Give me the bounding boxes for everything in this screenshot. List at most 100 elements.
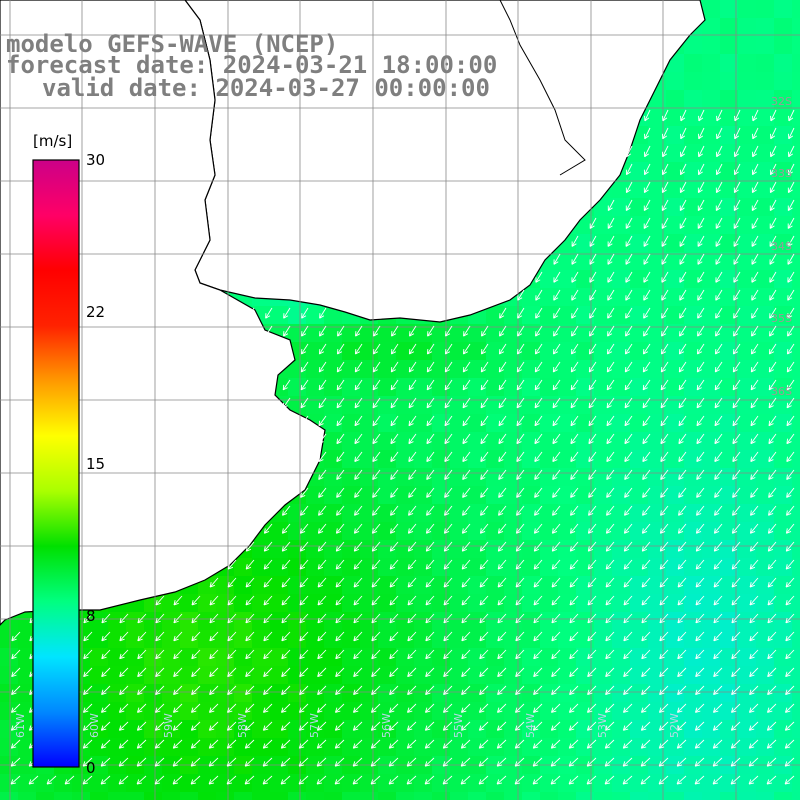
wind-arrow [532, 739, 543, 749]
wind-arrow [515, 523, 525, 534]
wind-arrow [425, 703, 435, 713]
wind-cell [756, 684, 775, 703]
wind-arrow [533, 559, 543, 570]
wind-cell [684, 774, 703, 793]
wind-cell [774, 378, 793, 397]
wind-arrow [623, 649, 633, 660]
wind-cell [702, 576, 721, 595]
wind-arrow [625, 181, 633, 193]
wind-cell [774, 630, 793, 649]
wind-arrow [354, 505, 363, 516]
wind-cell [486, 540, 505, 559]
wind-cell [774, 0, 793, 19]
wind-arrow [516, 469, 525, 480]
wind-cell [630, 612, 649, 631]
wind-arrow [462, 415, 471, 427]
wind-arrow [767, 649, 777, 660]
wind-arrow [335, 613, 345, 624]
wind-arrow [607, 325, 615, 337]
wind-cell [468, 396, 487, 415]
wind-arrow [678, 343, 687, 355]
wind-arrow [10, 739, 21, 749]
wind-arrow [319, 307, 327, 319]
wind-arrow [785, 649, 795, 660]
wind-cell [0, 774, 19, 793]
wind-cell [270, 306, 289, 325]
wind-arrow [571, 325, 579, 337]
wind-cell [468, 684, 487, 703]
wind-cell [792, 162, 800, 181]
wind-arrow [750, 343, 759, 355]
wind-arrow [662, 109, 669, 122]
wind-arrow [749, 667, 759, 678]
wind-cell [720, 720, 739, 739]
wind-arrow [371, 685, 381, 695]
wind-cell [702, 468, 721, 487]
wind-arrow [769, 235, 777, 247]
wind-cell [792, 522, 800, 541]
wind-arrow [336, 379, 345, 391]
wind-arrow [695, 631, 705, 642]
wind-arrow [370, 757, 381, 767]
wind-cell [558, 720, 577, 739]
wind-arrow [659, 667, 669, 678]
wind-arrow [551, 577, 561, 588]
wind-arrow [785, 595, 795, 606]
wind-cell [774, 324, 793, 343]
wind-cell [144, 630, 163, 649]
wind-arrow [191, 685, 201, 695]
wind-arrow [694, 739, 705, 749]
wind-cell [702, 414, 721, 433]
wind-cell [648, 432, 667, 451]
wind-cell [486, 774, 505, 793]
wind-arrow [604, 775, 615, 785]
wind-cell [396, 720, 415, 739]
wind-arrow [606, 451, 615, 463]
wind-cell [792, 378, 800, 397]
wind-cell [702, 0, 721, 19]
wind-arrow [155, 703, 165, 713]
wind-arrow [408, 469, 417, 480]
wind-arrow [371, 703, 381, 713]
wind-arrow [245, 631, 255, 642]
wind-cell [342, 720, 361, 739]
wind-arrow [283, 307, 291, 319]
wind-arrow [173, 703, 183, 713]
wind-arrow [749, 541, 759, 552]
wind-arrow [83, 667, 93, 678]
wind-cell [414, 720, 433, 739]
wind-arrow [444, 343, 453, 355]
wind-cell [522, 432, 541, 451]
wind-cell [162, 630, 181, 649]
wind-cell [252, 720, 271, 739]
wind-cell [414, 450, 433, 469]
wind-arrow [712, 739, 723, 749]
wind-arrow [298, 721, 309, 731]
wind-arrow [478, 721, 489, 731]
wind-arrow [732, 397, 741, 409]
wind-cell [486, 594, 505, 613]
wind-arrow [731, 541, 741, 552]
wind-cell [180, 648, 199, 667]
wind-cell [720, 576, 739, 595]
wind-cell [324, 720, 343, 739]
wind-arrow [535, 271, 543, 283]
wind-arrow [173, 685, 183, 695]
wind-arrow [355, 325, 363, 337]
wind-cell [0, 630, 19, 649]
wind-arrow [714, 343, 723, 355]
wind-arrow [588, 343, 597, 355]
wind-arrow [677, 541, 687, 552]
wind-cell [522, 324, 541, 343]
wind-cell [792, 576, 800, 595]
wind-arrow [137, 685, 147, 695]
wind-cell [612, 234, 631, 253]
wind-arrow [768, 343, 777, 355]
wind-cell [468, 612, 487, 631]
wind-cell [198, 702, 217, 721]
wind-arrow [191, 703, 201, 713]
wind-arrow [443, 541, 453, 552]
wind-cell [486, 684, 505, 703]
wind-cell [738, 342, 757, 361]
wind-cell [594, 486, 613, 505]
